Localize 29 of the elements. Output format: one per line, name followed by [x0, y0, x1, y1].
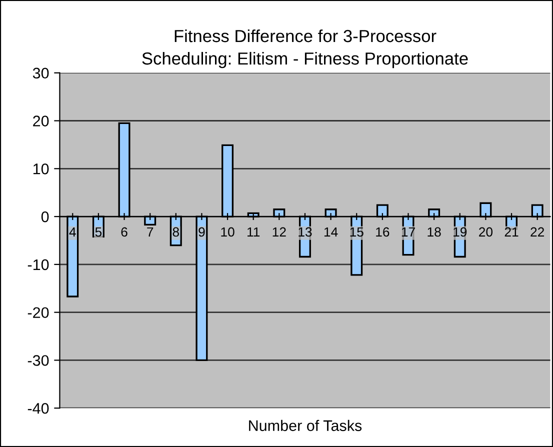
x-tick-label: 6 [121, 227, 128, 237]
y-tick-label: 10 [33, 164, 49, 174]
x-tick-label: 17 [402, 227, 415, 237]
x-tick-label: 19 [454, 227, 467, 237]
x-tick-label: 11 [248, 227, 260, 237]
x-tick-label: 15 [350, 227, 364, 237]
x-tick-label: 16 [376, 227, 390, 237]
y-tick-label: -20 [28, 307, 49, 318]
x-axis-title: Number of Tasks [249, 420, 362, 432]
x-tick-label: 14 [324, 227, 338, 237]
y-tick-label: -30 [28, 355, 49, 366]
x-tick-label: 12 [272, 227, 286, 237]
x-tick-label: 7 [147, 227, 154, 237]
y-tick-label: 0 [41, 211, 49, 222]
x-tick-label: 22 [530, 227, 544, 237]
x-tick-label: 21 [504, 227, 518, 237]
y-tick-label: -40 [28, 402, 49, 414]
y-tick-label: 30 [32, 68, 49, 79]
x-tick-label: 18 [428, 227, 441, 237]
chart-title: Fitness Difference for 3-Processor Scheduling: Elitism - Fitness Proportionate [142, 29, 468, 68]
x-tick-label: 10 [221, 227, 234, 237]
x-tick-label: 4 [69, 227, 76, 237]
x-tick-label: 13 [298, 227, 312, 237]
y-tick-label: 20 [33, 116, 49, 126]
x-tick-label: 20 [479, 227, 493, 237]
x-tick-label: 9 [198, 227, 205, 237]
y-tick-label: -10 [28, 259, 49, 270]
x-tick-label: 5 [95, 227, 102, 237]
x-tick-label: 8 [172, 227, 179, 237]
